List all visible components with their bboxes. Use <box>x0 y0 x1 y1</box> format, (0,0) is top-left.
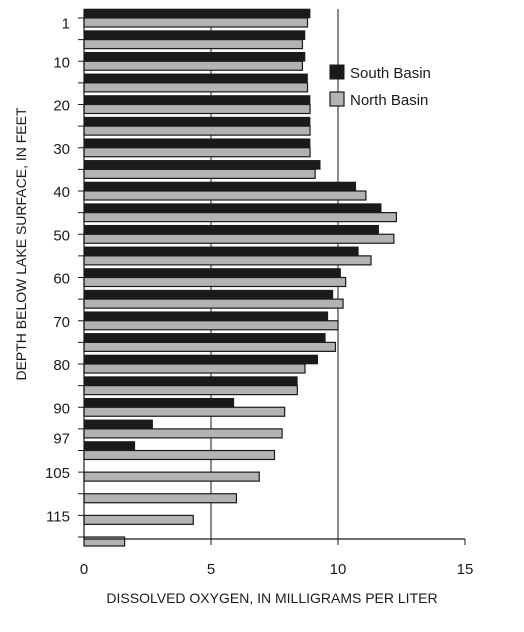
bar-south-basin-depth-65 <box>83 289 334 300</box>
legend-label-south-basin: South Basin <box>350 65 431 82</box>
legend-swatch-north-basin <box>329 91 345 107</box>
bar-north-basin-depth-50 <box>83 233 395 244</box>
bar-south-basin-depth-55 <box>83 246 359 257</box>
bar-north-basin-depth-110 <box>83 493 237 504</box>
bar-south-basin-depth-70 <box>83 311 329 322</box>
bar-north-basin-depth-25 <box>83 125 311 136</box>
bar-north-basin-depth-90 <box>83 406 286 417</box>
bar-north-basin-depth-35 <box>83 168 316 179</box>
legend: South Basin North Basin <box>329 64 431 109</box>
y-tick-labels: 1 10 20 30 40 50 60 70 80 90 97 105 115 <box>45 15 70 525</box>
x-tick-labels: 0 5 10 15 <box>80 561 474 578</box>
x-tick-label-15: 15 <box>457 561 474 578</box>
bar-south-basin-depth-45 <box>83 203 382 213</box>
y-tick-label-10: 10 <box>53 54 70 71</box>
y-axis-title: DEPTH BELOW LAKE SURFACE, IN FEET <box>13 107 29 381</box>
y-tick-label-70: 70 <box>53 314 70 331</box>
bar-south-basin-depth-20 <box>83 95 311 105</box>
bar-south-basin-depth-10 <box>83 51 306 62</box>
bar-south-basin-depth-75 <box>83 333 326 343</box>
bar-north-basin-depth-115 <box>83 514 194 525</box>
bar-south-basin-depth-30 <box>83 138 311 149</box>
x-tick-label-0: 0 <box>80 561 88 578</box>
bar-north-basin-depth-75 <box>83 341 337 352</box>
bar-south-basin-depth-100 <box>83 441 136 451</box>
bar-north-basin-depth-30 <box>83 147 311 158</box>
y-tick-label-60: 60 <box>53 271 70 288</box>
bar-north-basin-depth-65 <box>83 298 344 309</box>
bar-south-basin-depth-80 <box>83 354 318 365</box>
x-axis-title: DISSOLVED OXYGEN, IN MILLIGRAMS PER LITE… <box>106 590 437 606</box>
y-tick-label-1: 1 <box>62 15 70 32</box>
bar-south-basin-depth-0 <box>83 8 311 19</box>
y-tick-label-40: 40 <box>53 184 70 201</box>
y-tick-label-20: 20 <box>53 98 70 115</box>
y-tick-label-105: 105 <box>45 465 70 482</box>
bar-south-basin-depth-35 <box>83 160 321 170</box>
bar-south-basin-depth-5 <box>83 30 306 40</box>
bar-north-basin-depth-5 <box>83 39 304 50</box>
legend-swatch-south-basin <box>329 64 345 80</box>
bar-south-basin-depth-40 <box>83 181 357 192</box>
y-tick-label-90: 90 <box>53 400 70 417</box>
bar-north-basin-depth-120 <box>83 536 126 547</box>
bar-north-basin-depth-10 <box>83 60 304 71</box>
y-tick-label-97: 97 <box>53 431 70 448</box>
bar-south-basin-depth-95 <box>83 419 153 430</box>
bar-north-basin-depth-60 <box>83 276 347 288</box>
y-tick-label-50: 50 <box>53 227 70 244</box>
bar-south-basin-depth-85 <box>83 376 298 386</box>
bar-north-basin-depth-105 <box>83 471 260 482</box>
bar-north-basin-depth-40 <box>83 190 367 201</box>
bars <box>83 8 398 547</box>
bar-north-basin-depth-80 <box>83 363 306 374</box>
bar-north-basin-depth-45 <box>83 212 398 223</box>
bar-south-basin-depth-25 <box>83 116 311 127</box>
bar-south-basin-depth-50 <box>83 224 379 235</box>
bar-north-basin-depth-0 <box>83 17 309 28</box>
bar-north-basin-depth-15 <box>83 82 309 93</box>
bar-south-basin-depth-60 <box>83 268 341 278</box>
bar-north-basin-depth-100 <box>83 449 276 461</box>
bar-north-basin-depth-85 <box>83 385 298 396</box>
bar-north-basin-depth-55 <box>83 255 372 266</box>
x-tick-label-10: 10 <box>330 561 347 578</box>
bar-north-basin-depth-70 <box>83 320 339 331</box>
x-tick-label-5: 5 <box>207 561 215 578</box>
bar-south-basin-depth-15 <box>83 73 308 84</box>
bar-north-basin-depth-20 <box>83 103 311 115</box>
bar-north-basin-depth-95 <box>83 428 283 439</box>
bar-south-basin-depth-90 <box>83 397 235 408</box>
y-tick-label-115: 115 <box>46 508 70 525</box>
y-tick-label-30: 30 <box>53 141 70 158</box>
legend-label-north-basin: North Basin <box>350 92 428 109</box>
y-tick-label-80: 80 <box>53 357 70 374</box>
axes <box>78 9 466 545</box>
